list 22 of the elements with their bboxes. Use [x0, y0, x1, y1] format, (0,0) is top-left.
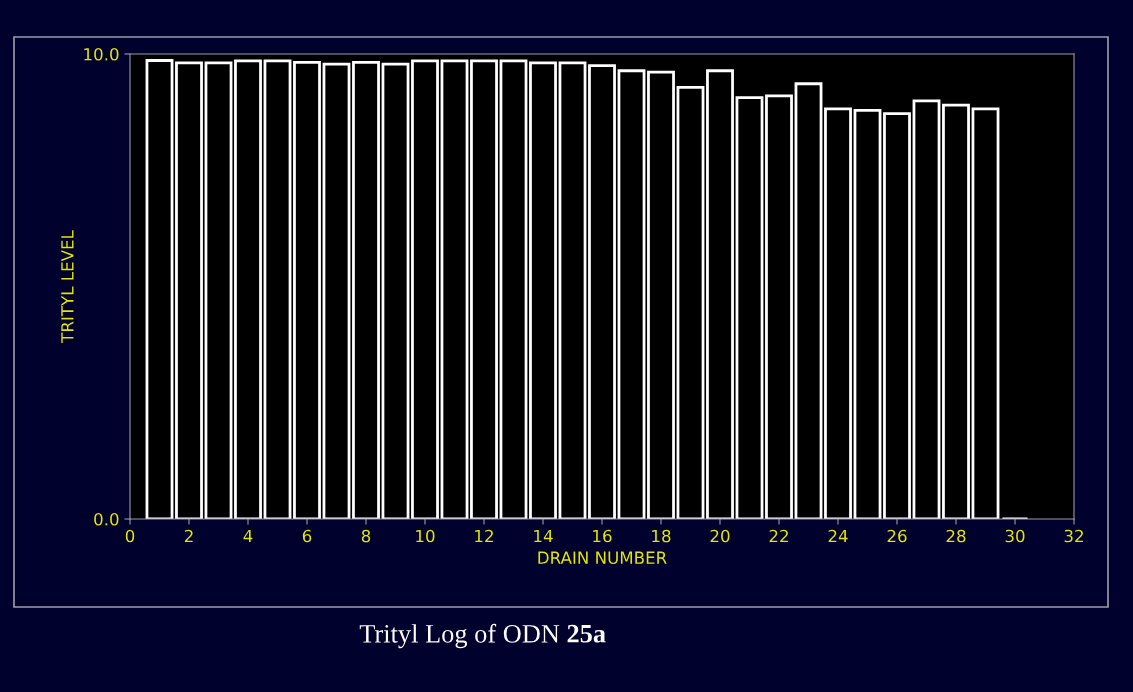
- x-tick-label: 6: [302, 529, 312, 543]
- x-tick-label: 0: [125, 529, 135, 543]
- x-tick-label: 8: [361, 529, 371, 543]
- x-tick-label: 18: [652, 529, 671, 543]
- y-tick-label: 0.0: [94, 512, 119, 526]
- x-tick-label: 10: [416, 529, 435, 543]
- x-tick-label: 20: [710, 529, 730, 543]
- y-tick-label: 10.0: [84, 47, 119, 61]
- x-tick-label: 16: [593, 529, 612, 543]
- x-tick-label: 30: [1005, 529, 1025, 543]
- text: Trityl Log of ODN 25a: [359, 623, 606, 649]
- x-tick-label: 32: [1064, 529, 1083, 543]
- x-tick-label: 2: [184, 529, 193, 543]
- x-tick-label: 22: [769, 529, 788, 543]
- x-tick-label: 24: [828, 529, 848, 543]
- x-tick-label: 28: [946, 529, 966, 543]
- x-axis-title: DRAIN NUMBER: [538, 551, 667, 564]
- y-axis-title: TRITYL LEVEL: [61, 230, 74, 343]
- x-tick-label: 12: [475, 529, 493, 543]
- x-tick-label: 26: [887, 529, 907, 543]
- x-tick-label: 4: [243, 529, 253, 543]
- x-tick-label: 14: [534, 529, 553, 543]
